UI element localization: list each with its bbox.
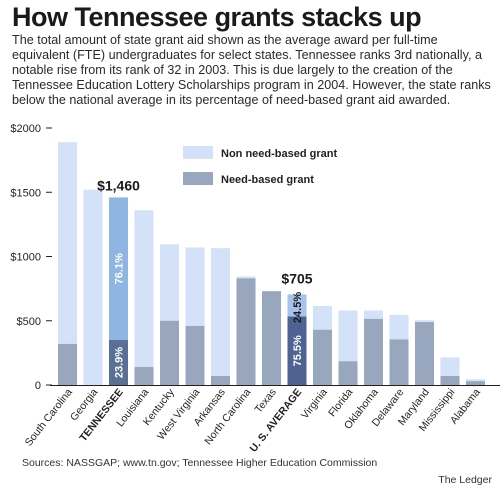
credit-line: The Ledger bbox=[438, 474, 492, 486]
bar-need-mississippi bbox=[440, 376, 460, 385]
bar-need-virginia bbox=[313, 329, 332, 385]
us-average-non-need-percent: 24.5% bbox=[292, 292, 304, 323]
category-labels: South CarolinaGeorgiaTENNESSEELouisianaK… bbox=[23, 386, 483, 455]
bar-need-u-s-average bbox=[287, 316, 307, 385]
bar-non-need-delaware bbox=[389, 314, 409, 340]
bar-non-need-west-virginia bbox=[185, 247, 205, 326]
bar-non-need-maryland bbox=[415, 320, 434, 323]
bar-non-need-kentucky bbox=[160, 244, 179, 321]
y-tick-label: $1000 bbox=[10, 252, 41, 264]
bar-non-need-arkansas bbox=[211, 248, 230, 377]
legend-label-non-need: Non need-based grant bbox=[221, 148, 337, 160]
bar-need-kentucky bbox=[160, 320, 179, 385]
bar-need-west-virginia bbox=[185, 325, 205, 385]
tennessee-total-label: $1,460 bbox=[97, 177, 140, 193]
source-note: Sources: NASSGAP; www.tn.gov; Tennessee … bbox=[22, 457, 378, 469]
bar-need-south-carolina bbox=[58, 343, 77, 385]
bars bbox=[58, 142, 485, 385]
chart-title: How Tennessee grants stacks up bbox=[12, 2, 422, 32]
bar-need-oklahoma bbox=[364, 318, 383, 385]
bar-non-need-u-s-average bbox=[287, 294, 307, 317]
bar-non-need-north-carolina bbox=[236, 276, 256, 279]
y-tick-label: 0 bbox=[35, 380, 41, 392]
tennessee-need-percent: 23.9% bbox=[114, 347, 126, 378]
bar-need-florida bbox=[338, 361, 358, 385]
y-tick-label: $500 bbox=[17, 316, 41, 328]
bar-need-texas bbox=[262, 291, 281, 385]
y-tick-label: $2000 bbox=[10, 123, 41, 135]
bar-need-north-carolina bbox=[236, 278, 256, 385]
chart-subtitle: The total amount of state grant aid show… bbox=[12, 33, 491, 107]
bar-need-maryland bbox=[415, 322, 434, 385]
y-tick-label: $1500 bbox=[10, 187, 41, 199]
category-label-virginia: Virginia bbox=[299, 386, 330, 421]
bar-non-need-oklahoma bbox=[364, 310, 383, 319]
bar-need-arkansas bbox=[211, 376, 230, 385]
legend-swatch-non-need bbox=[183, 146, 213, 159]
annotations: $1,460 $705 76.1% 23.9% 24.5% 75.5% bbox=[97, 177, 313, 378]
bar-non-need-tennessee bbox=[109, 197, 128, 341]
bar-non-need-south-carolina bbox=[58, 142, 77, 344]
bar-need-alabama bbox=[466, 381, 485, 385]
bar-non-need-georgia bbox=[83, 189, 103, 385]
category-label-south-carolina: South Carolina bbox=[23, 386, 75, 448]
legend-label-need: Need-based grant bbox=[221, 174, 314, 186]
tennessee-non-need-percent: 76.1% bbox=[114, 253, 126, 284]
legend-swatch-need bbox=[183, 172, 213, 185]
bar-need-louisiana bbox=[134, 367, 154, 385]
us-average-need-percent: 75.5% bbox=[292, 335, 304, 366]
bar-need-delaware bbox=[389, 339, 409, 385]
us-average-total-label: $705 bbox=[281, 270, 312, 286]
bar-need-tennessee bbox=[109, 340, 128, 385]
bar-non-need-alabama bbox=[466, 379, 485, 382]
bar-non-need-louisiana bbox=[134, 210, 154, 368]
legend: Non need-based grant Need-based grant bbox=[183, 146, 337, 186]
bar-non-need-florida bbox=[338, 310, 358, 362]
bar-non-need-mississippi bbox=[440, 357, 460, 377]
bar-non-need-virginia bbox=[313, 305, 332, 330]
y-axis: 0 $500 $1000 $1500 $2000 bbox=[10, 123, 500, 392]
